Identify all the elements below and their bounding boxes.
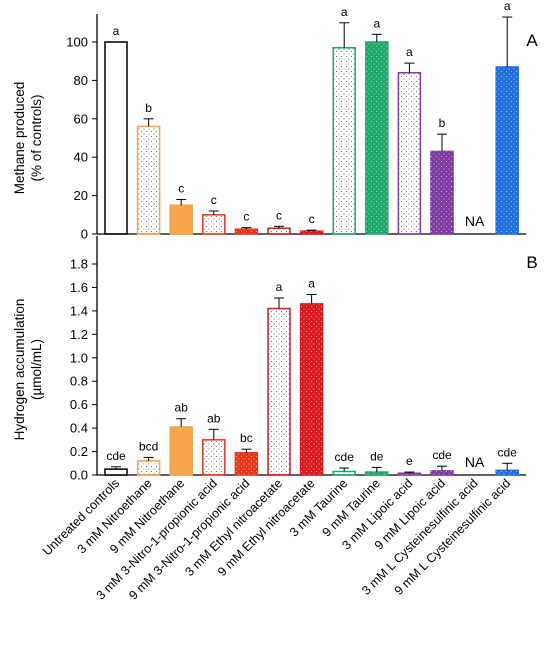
significance-label: c [178, 181, 184, 195]
panel-letter: B [526, 253, 537, 272]
significance-label: bcd [139, 439, 158, 453]
na-label: NA [465, 454, 485, 470]
bar [332, 47, 356, 235]
y-tick-label: 60 [74, 111, 88, 126]
bar [267, 227, 291, 235]
y-tick-label: 0.6 [70, 397, 88, 412]
bar-texture [235, 452, 258, 475]
significance-label: b [439, 116, 446, 130]
bar [202, 214, 226, 235]
y-axis-title-line: (µmol/mL) [29, 339, 44, 400]
y-tick-label: 1.6 [70, 280, 88, 295]
bar [332, 470, 356, 476]
significance-label: a [276, 280, 283, 294]
bar-texture [431, 470, 453, 475]
y-tick-label: 40 [74, 150, 88, 165]
significance-label: cde [335, 450, 355, 464]
significance-label: a [373, 16, 380, 30]
bar [136, 460, 161, 476]
significance-label: cde [106, 449, 126, 463]
y-tick-label: 1.0 [70, 350, 88, 365]
bar [104, 468, 128, 476]
bar-texture [300, 231, 323, 234]
y-tick-label: 0.0 [70, 468, 88, 483]
bar [169, 426, 193, 476]
significance-label: de [370, 449, 384, 463]
y-tick-label: 1.8 [70, 257, 88, 272]
significance-label: cde [498, 445, 518, 459]
bar-texture [431, 151, 453, 234]
bar [104, 41, 128, 235]
y-tick-label: 80 [74, 73, 88, 88]
significance-label: c [309, 212, 315, 226]
panel-a: 0 20 40 60 80 100 Methane produced (% of contro… [12, 0, 538, 242]
significance-label: a [406, 45, 413, 59]
panel-letter: A [526, 31, 538, 50]
y-tick-label: 0 [81, 227, 88, 242]
y-axis-title-line: Hydrogen accumulation [12, 299, 27, 441]
y-tick-label: 1.4 [70, 303, 88, 318]
significance-label: c [243, 210, 249, 224]
significance-label: e [406, 454, 413, 468]
y-tick-label: 1.2 [70, 327, 88, 342]
panel-b: 0.0 0.2 0.4 0.6 0.8 1.0 1.2 1.4 1.6 1.8 Hydrogen a… [12, 236, 538, 483]
significance-label: cde [432, 448, 452, 462]
bar-texture [496, 470, 519, 475]
bar-texture [300, 303, 323, 475]
significance-label: a [113, 24, 120, 38]
bar [136, 125, 161, 235]
bar-texture [235, 229, 258, 234]
significance-label: c [276, 208, 282, 222]
y-axis-title-line: Methane produced [12, 82, 27, 195]
bar-texture [496, 66, 519, 235]
bar [397, 71, 422, 235]
y-axis-title-line: (% of controls) [29, 94, 44, 181]
bar [267, 307, 291, 476]
significance-label: b [145, 101, 152, 115]
y-tick-label: 20 [74, 188, 88, 203]
significance-label: a [504, 0, 511, 13]
bar-texture [365, 472, 388, 475]
y-tick-label: 100 [66, 35, 88, 50]
y-tick-label: 0.2 [70, 444, 88, 459]
bar-texture [365, 42, 388, 234]
significance-label: c [211, 193, 217, 207]
y-tick-label: 0.4 [70, 421, 88, 436]
bar [169, 204, 193, 235]
bar [397, 472, 422, 476]
significance-label: a [341, 5, 348, 19]
significance-label: bc [240, 431, 253, 445]
bar [202, 439, 226, 476]
significance-label: ab [175, 401, 189, 415]
na-label: NA [465, 213, 485, 229]
significance-label: ab [207, 411, 221, 425]
y-tick-label: 0.8 [70, 374, 88, 389]
significance-label: a [308, 276, 315, 290]
